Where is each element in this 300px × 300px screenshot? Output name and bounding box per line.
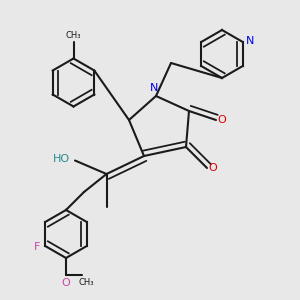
Text: CH₃: CH₃: [66, 31, 81, 40]
Text: O: O: [61, 278, 70, 288]
Text: O: O: [218, 115, 226, 125]
Text: CH₃: CH₃: [79, 278, 94, 287]
Text: F: F: [33, 242, 40, 253]
Text: N: N: [246, 35, 254, 46]
Text: O: O: [208, 163, 217, 173]
Text: HO: HO: [53, 154, 70, 164]
Text: N: N: [150, 83, 159, 93]
